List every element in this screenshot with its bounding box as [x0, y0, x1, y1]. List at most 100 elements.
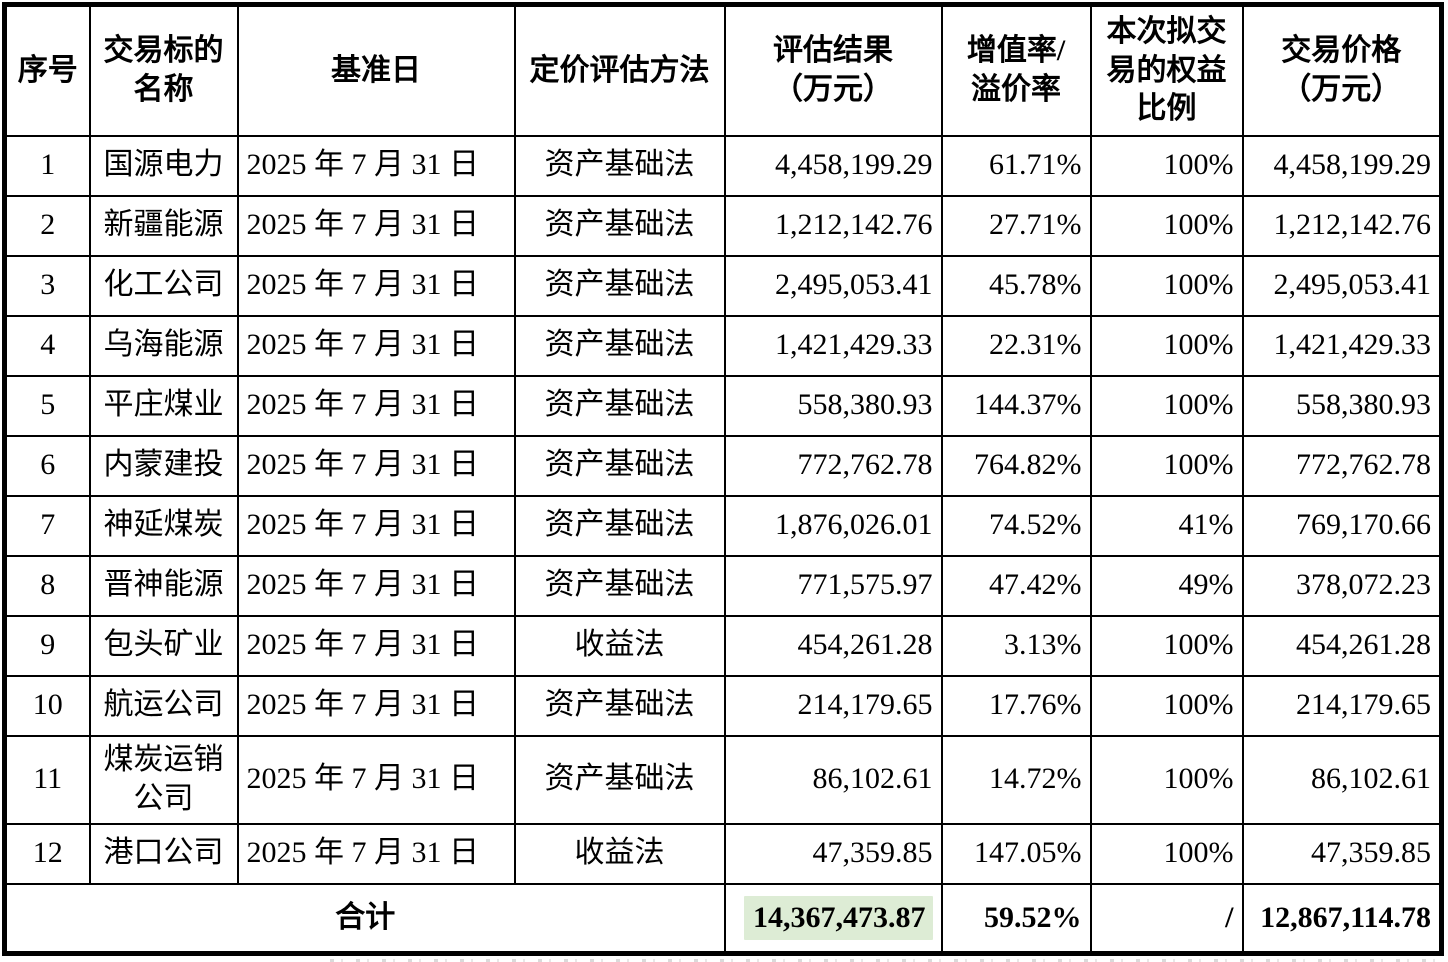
table-row: 11 煤炭运销 公司 2025 年 7 月 31 日 资产基础法 86,102.…	[3, 734, 1443, 825]
cell-base-date: 2025 年 7 月 31 日	[236, 734, 516, 825]
cell-price: 1,212,142.76	[1241, 194, 1443, 257]
cell-base-date: 2025 年 7 月 31 日	[236, 194, 516, 257]
cell-name: 神延煤炭	[88, 494, 239, 557]
cell-index: 1	[3, 134, 91, 197]
cell-base-date: 2025 年 7 月 31 日	[236, 254, 516, 317]
cell-method: 收益法	[513, 614, 726, 677]
cell-premium: 147.05%	[940, 822, 1092, 885]
cell-name: 化工公司	[88, 254, 239, 317]
cell-price: 769,170.66	[1241, 494, 1443, 557]
cell-name: 航运公司	[88, 674, 239, 737]
col-header-name: 交易标的 名称	[88, 3, 239, 137]
cell-price: 2,495,053.41	[1241, 254, 1443, 317]
cell-premium: 61.71%	[940, 134, 1092, 197]
cell-name: 晋神能源	[88, 554, 239, 617]
cell-method: 资产基础法	[513, 434, 726, 497]
cell-method: 资产基础法	[513, 494, 726, 557]
cell-result: 47,359.85	[723, 822, 943, 885]
cell-method: 资产基础法	[513, 194, 726, 257]
col-header-equity: 本次拟交 易的权益 比例	[1089, 3, 1244, 137]
cell-premium: 45.78%	[940, 254, 1092, 317]
cell-equity: 100%	[1089, 254, 1244, 317]
cutoff-text-remnant	[330, 959, 1440, 962]
col-header-base-date: 基准日	[236, 3, 516, 137]
cell-result: 454,261.28	[723, 614, 943, 677]
cell-result: 772,762.78	[723, 434, 943, 497]
cell-name: 包头矿业	[88, 614, 239, 677]
cell-premium: 14.72%	[940, 734, 1092, 825]
cell-result: 4,458,199.29	[723, 134, 943, 197]
cell-equity: 100%	[1089, 314, 1244, 377]
cell-premium: 74.52%	[940, 494, 1092, 557]
cell-price: 558,380.93	[1241, 374, 1443, 437]
cell-method: 资产基础法	[513, 134, 726, 197]
cell-equity: 100%	[1089, 374, 1244, 437]
cell-base-date: 2025 年 7 月 31 日	[236, 614, 516, 677]
cell-price: 454,261.28	[1241, 614, 1443, 677]
table-row: 9 包头矿业 2025 年 7 月 31 日 收益法 454,261.28 3.…	[3, 614, 1443, 677]
cell-index: 3	[3, 254, 91, 317]
table-row: 1 国源电力 2025 年 7 月 31 日 资产基础法 4,458,199.2…	[3, 134, 1443, 197]
cell-price: 86,102.61	[1241, 734, 1443, 825]
col-header-price: 交易价格 （万元）	[1241, 3, 1443, 137]
cell-premium: 47.42%	[940, 554, 1092, 617]
col-header-result: 评估结果 （万元）	[723, 3, 943, 137]
cell-price: 378,072.23	[1241, 554, 1443, 617]
cell-equity: 100%	[1089, 134, 1244, 197]
cell-equity: 100%	[1089, 194, 1244, 257]
cell-method: 资产基础法	[513, 254, 726, 317]
cell-base-date: 2025 年 7 月 31 日	[236, 314, 516, 377]
cell-name: 国源电力	[88, 134, 239, 197]
total-label: 合计	[3, 882, 726, 955]
col-header-premium: 增值率/ 溢价率	[940, 3, 1092, 137]
cell-index: 8	[3, 554, 91, 617]
cell-premium: 3.13%	[940, 614, 1092, 677]
cell-result: 2,495,053.41	[723, 254, 943, 317]
cell-index: 6	[3, 434, 91, 497]
cell-name: 新疆能源	[88, 194, 239, 257]
cell-price: 1,421,429.33	[1241, 314, 1443, 377]
cell-index: 12	[3, 822, 91, 885]
total-equity: /	[1089, 882, 1244, 955]
cell-base-date: 2025 年 7 月 31 日	[236, 674, 516, 737]
cell-equity: 100%	[1089, 674, 1244, 737]
cell-premium: 144.37%	[940, 374, 1092, 437]
table-row: 7 神延煤炭 2025 年 7 月 31 日 资产基础法 1,876,026.0…	[3, 494, 1443, 557]
cell-result: 214,179.65	[723, 674, 943, 737]
cell-premium: 22.31%	[940, 314, 1092, 377]
cell-base-date: 2025 年 7 月 31 日	[236, 134, 516, 197]
cell-index: 9	[3, 614, 91, 677]
table-row: 6 内蒙建投 2025 年 7 月 31 日 资产基础法 772,762.78 …	[3, 434, 1443, 497]
cell-method: 资产基础法	[513, 314, 726, 377]
cell-equity: 100%	[1089, 434, 1244, 497]
table-row: 5 平庄煤业 2025 年 7 月 31 日 资产基础法 558,380.93 …	[3, 374, 1443, 437]
cell-price: 214,179.65	[1241, 674, 1443, 737]
cell-method: 资产基础法	[513, 734, 726, 825]
cell-equity: 100%	[1089, 822, 1244, 885]
cell-base-date: 2025 年 7 月 31 日	[236, 494, 516, 557]
cell-index: 5	[3, 374, 91, 437]
cell-result: 1,421,429.33	[723, 314, 943, 377]
cell-base-date: 2025 年 7 月 31 日	[236, 822, 516, 885]
cell-method: 收益法	[513, 822, 726, 885]
cell-base-date: 2025 年 7 月 31 日	[236, 434, 516, 497]
total-price: 12,867,114.78	[1241, 882, 1443, 955]
highlighted-total-result: 14,367,473.87	[744, 895, 933, 940]
cell-index: 4	[3, 314, 91, 377]
table-row: 4 乌海能源 2025 年 7 月 31 日 资产基础法 1,421,429.3…	[3, 314, 1443, 377]
header-row: 序号 交易标的 名称 基准日 定价评估方法 评估结果 （万元） 增值率/ 溢价率…	[3, 3, 1443, 137]
cell-name: 港口公司	[88, 822, 239, 885]
cell-name: 煤炭运销 公司	[88, 734, 239, 825]
total-row: 合计 14,367,473.87 59.52% / 12,867,114.78	[3, 882, 1443, 955]
cell-name: 平庄煤业	[88, 374, 239, 437]
cell-price: 772,762.78	[1241, 434, 1443, 497]
table-row: 12 港口公司 2025 年 7 月 31 日 收益法 47,359.85 14…	[3, 822, 1443, 885]
cell-base-date: 2025 年 7 月 31 日	[236, 554, 516, 617]
cell-index: 7	[3, 494, 91, 557]
cell-equity: 100%	[1089, 734, 1244, 825]
cell-method: 资产基础法	[513, 674, 726, 737]
cell-equity: 41%	[1089, 494, 1244, 557]
cell-base-date: 2025 年 7 月 31 日	[236, 374, 516, 437]
